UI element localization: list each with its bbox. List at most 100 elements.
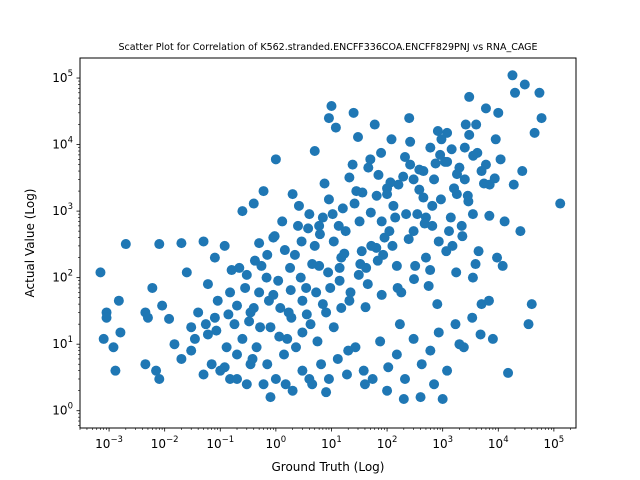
scatter-point xyxy=(270,373,281,384)
scatter-point xyxy=(186,345,197,356)
scatter-point xyxy=(391,349,402,360)
scatter-point xyxy=(317,299,328,310)
scatter-point xyxy=(480,103,491,114)
scatter-point xyxy=(484,210,495,221)
scatter-point xyxy=(339,248,350,259)
scatter-point xyxy=(234,262,245,273)
scatter-point xyxy=(336,302,347,313)
scatter-point xyxy=(432,125,443,136)
scatter-point xyxy=(349,198,360,209)
scatter-point xyxy=(113,295,124,306)
scatter-point xyxy=(296,236,307,247)
scatter-point xyxy=(275,302,286,313)
scatter-point xyxy=(425,265,436,276)
scatter-point xyxy=(449,183,460,194)
scatter-point xyxy=(523,319,534,330)
scatter-point xyxy=(470,259,481,270)
scatter-point xyxy=(232,300,243,311)
scatter-point xyxy=(337,203,348,214)
scatter-point xyxy=(285,262,296,273)
scatter-point xyxy=(365,154,376,165)
scatter-point xyxy=(471,119,482,130)
scatter-point xyxy=(280,379,291,390)
scatter-point xyxy=(154,239,165,250)
scatter-point xyxy=(356,246,367,257)
scatter-point xyxy=(393,179,404,190)
scatter-point xyxy=(270,154,281,165)
scatter-point xyxy=(478,178,489,189)
scatter-point xyxy=(375,336,386,347)
scatter-point xyxy=(344,172,355,183)
scatter-point xyxy=(430,158,441,169)
plot-area xyxy=(95,70,566,405)
scatter-point xyxy=(427,220,438,231)
tick-label: 10−2 xyxy=(151,435,179,451)
scatter-point xyxy=(154,373,165,384)
tick-label: 104 xyxy=(52,136,73,152)
scatter-point xyxy=(433,327,444,338)
scatter-point xyxy=(312,336,323,347)
scatter-point xyxy=(101,312,112,323)
scatter-point xyxy=(382,385,393,396)
scatter-point xyxy=(209,312,220,323)
scatter-point xyxy=(446,144,457,155)
scatter-point xyxy=(536,113,547,124)
scatter-point xyxy=(332,353,343,364)
scatter-point xyxy=(330,122,341,133)
tick-label: 10−3 xyxy=(95,435,123,451)
scatter-point xyxy=(157,300,168,311)
scatter-point xyxy=(425,345,436,356)
scatter-point xyxy=(508,179,519,190)
scatter-point xyxy=(385,177,396,188)
scatter-point xyxy=(115,327,126,338)
scatter-point xyxy=(321,387,332,398)
scatter-point xyxy=(408,174,419,185)
scatter-point xyxy=(492,252,503,263)
scatter-point xyxy=(497,260,508,271)
scatter-point xyxy=(323,373,334,384)
scatter-point xyxy=(251,342,262,353)
scatter-point xyxy=(365,207,376,218)
scatter-point xyxy=(279,245,290,256)
scatter-point xyxy=(467,209,478,220)
scatter-point xyxy=(408,333,419,344)
scatter-point xyxy=(334,275,345,286)
scatter-point xyxy=(248,198,259,209)
tick-label: 100 xyxy=(52,402,73,418)
scatter-point xyxy=(353,131,363,142)
scatter-point xyxy=(309,240,320,251)
scatter-point xyxy=(452,169,462,180)
scatter-point xyxy=(333,220,344,231)
scatter-point xyxy=(432,299,443,310)
scatter-point xyxy=(304,209,315,220)
scatter-point xyxy=(394,319,405,330)
scatter-point xyxy=(225,373,236,384)
scatter-point xyxy=(293,200,304,211)
scatter-point xyxy=(317,212,328,223)
scatter-point xyxy=(442,156,453,167)
scatter-point xyxy=(403,234,414,245)
scatter-point xyxy=(435,194,446,205)
scatter-point xyxy=(444,226,455,237)
scatter-point xyxy=(189,333,200,344)
scatter-point xyxy=(303,223,314,234)
scatter-point xyxy=(277,216,288,227)
scatter-point xyxy=(359,379,370,390)
scatter-point xyxy=(457,231,468,242)
scatter-point xyxy=(363,162,374,173)
scatter-point xyxy=(437,394,448,405)
scatter-point xyxy=(290,342,301,353)
tick-label: 100 xyxy=(266,435,287,451)
scatter-point xyxy=(209,252,220,263)
scatter-point xyxy=(328,322,339,333)
scatter-point xyxy=(442,127,453,138)
scatter-point xyxy=(392,282,403,293)
scatter-point xyxy=(340,226,351,237)
scatter-point xyxy=(262,249,273,260)
scatter-point xyxy=(373,169,384,180)
scatter-point xyxy=(147,282,158,293)
scatter-point xyxy=(269,231,280,242)
scatter-point xyxy=(212,295,223,306)
scatter-point xyxy=(489,173,500,184)
